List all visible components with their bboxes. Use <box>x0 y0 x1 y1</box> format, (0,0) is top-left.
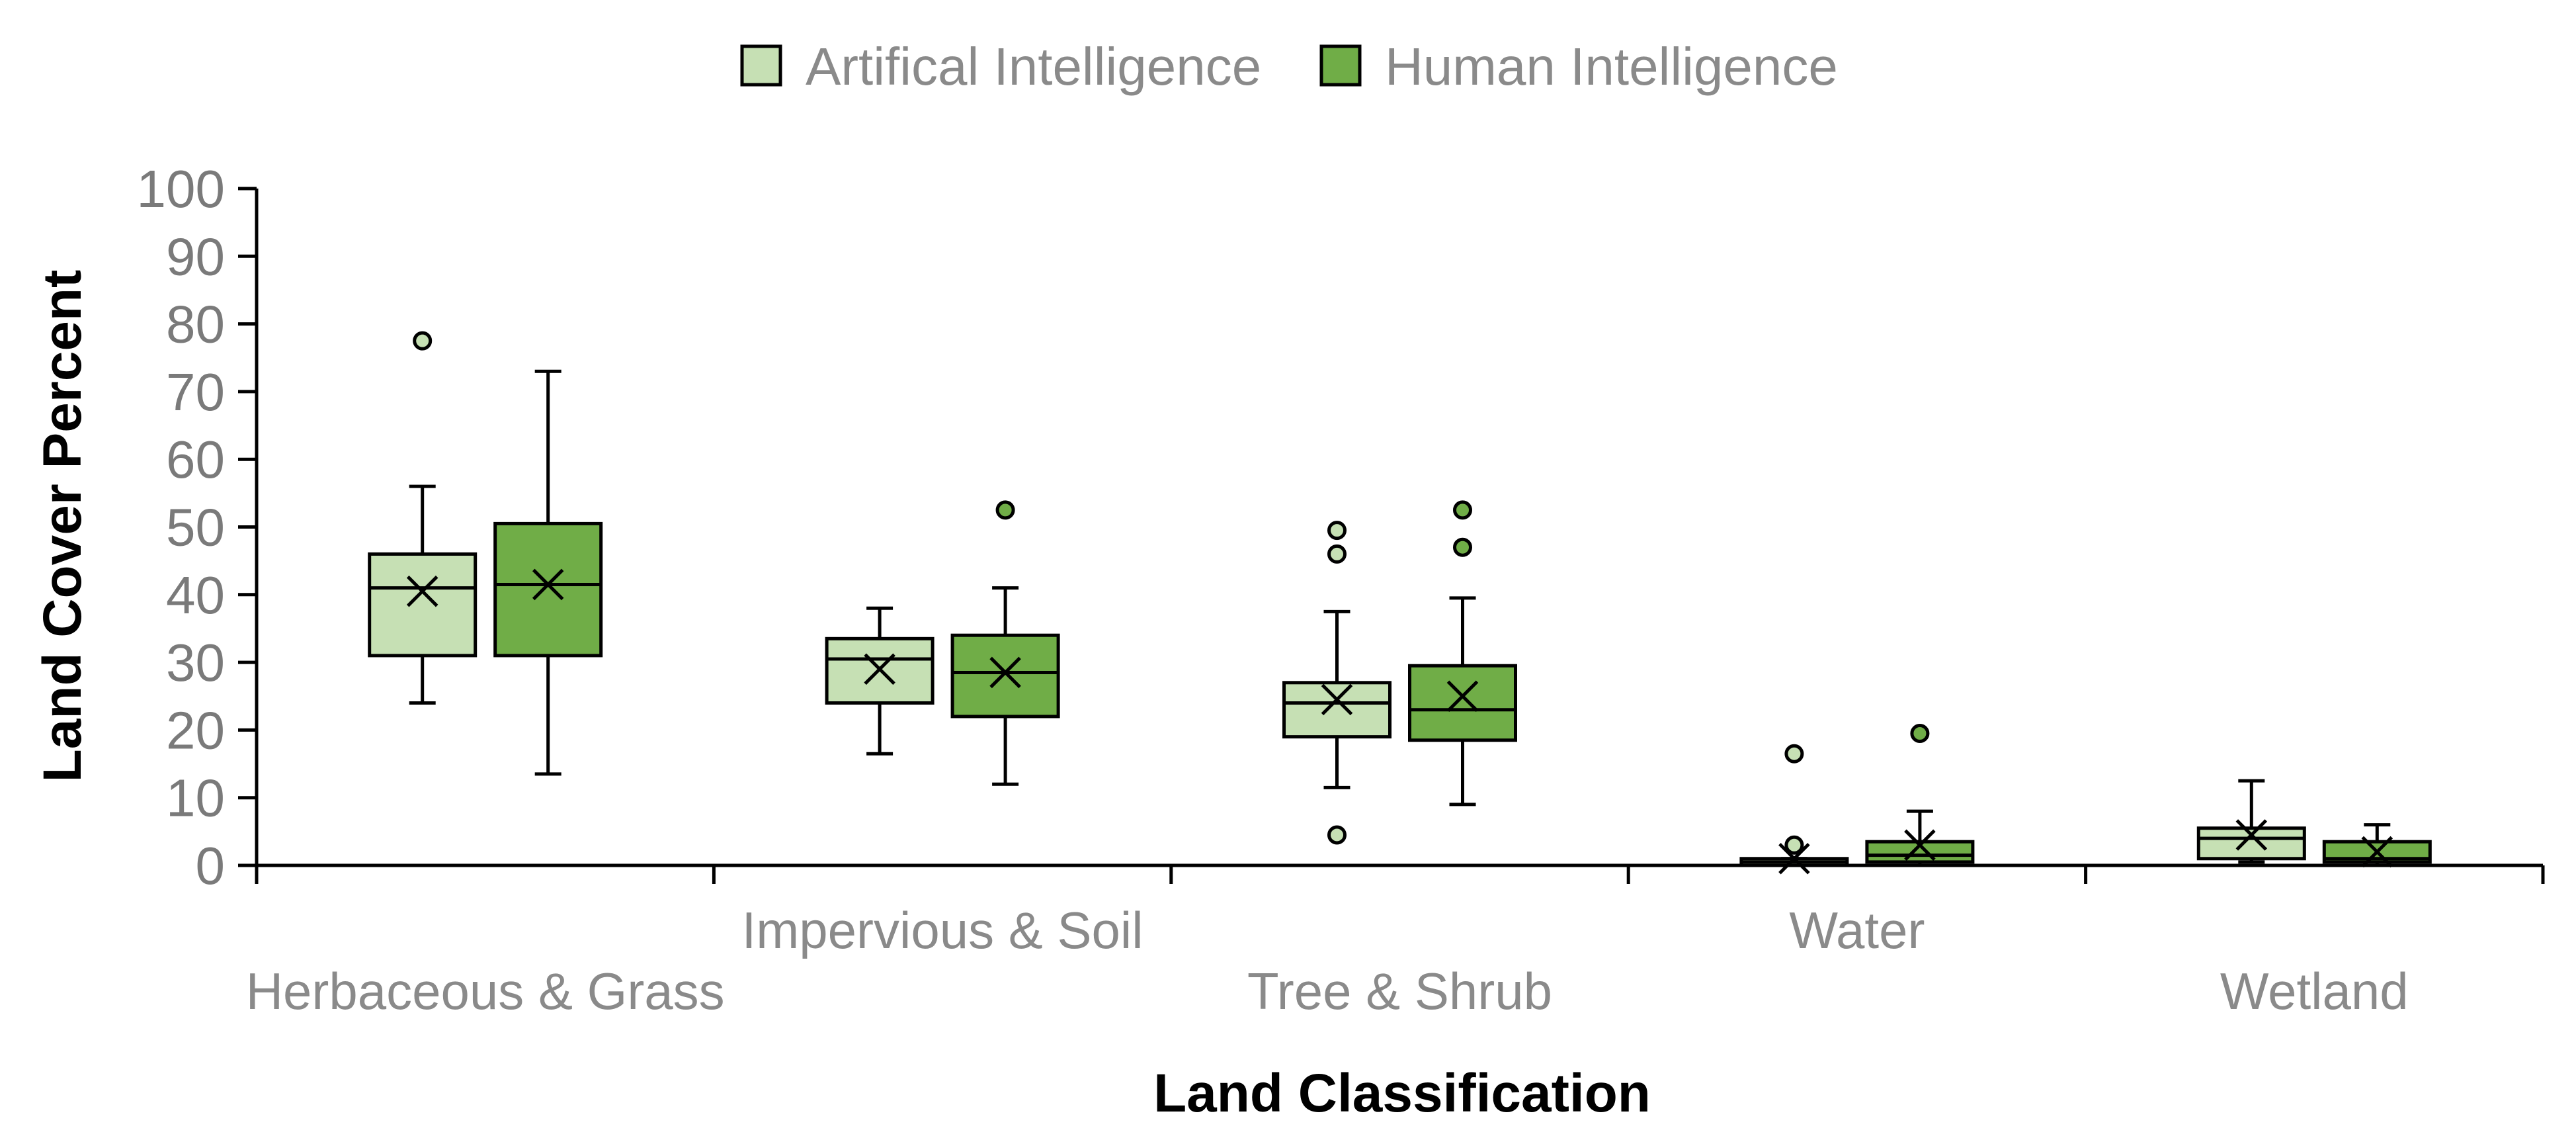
outlier-point <box>1784 744 1804 764</box>
legend-label-human: Human Intelligence <box>1385 37 1838 96</box>
y-tick-label: 90 <box>166 227 225 286</box>
y-tick-label: 0 <box>196 836 226 895</box>
x-axis-title: Land Classification <box>1153 1063 1651 1123</box>
iqr-box <box>493 521 603 658</box>
outlier-point <box>995 500 1015 520</box>
legend: Artifical Intelligence Human Intelligenc… <box>740 37 1838 96</box>
y-tick-label: 40 <box>166 566 225 625</box>
mean-marker <box>532 568 564 601</box>
mean-marker <box>2361 836 2393 868</box>
iqr-box <box>1408 664 1517 742</box>
legend-label-ai: Artifical Intelligence <box>806 37 1261 96</box>
y-tick-label: 30 <box>166 633 225 692</box>
box-ai-2 <box>1282 521 1392 845</box>
iqr-box <box>950 633 1060 719</box>
y-tick-label: 50 <box>166 498 225 557</box>
iqr-box <box>1282 681 1392 739</box>
outlier-point <box>1784 835 1804 855</box>
box-human-2 <box>1408 500 1517 807</box>
y-tick-label: 70 <box>166 363 225 421</box>
iqr-box <box>368 552 478 658</box>
category-label: Impervious & Soil <box>742 901 1143 959</box>
outlier-point <box>1327 544 1347 564</box>
category-label: Water <box>1789 901 1925 959</box>
category-label: Herbaceous & Grass <box>246 962 725 1020</box>
box-ai-3 <box>1739 744 1849 875</box>
outlier-point <box>1327 521 1347 541</box>
mean-marker <box>406 575 438 607</box>
y-tick-label: 100 <box>137 159 225 218</box>
y-tick-label: 10 <box>166 769 225 828</box>
outlier-point <box>1453 537 1472 557</box>
box-ai-1 <box>825 606 935 756</box>
outlier-point <box>1327 825 1347 845</box>
y-tick-label: 60 <box>166 430 225 489</box>
mean-marker <box>1446 680 1479 713</box>
box-ai-0 <box>368 331 478 705</box>
box-human-1 <box>950 500 1060 786</box>
box-ai-4 <box>2196 779 2306 864</box>
mean-marker <box>1321 683 1353 716</box>
outlier-point <box>1910 724 1930 744</box>
mean-marker <box>864 653 895 685</box>
legend-swatch-human <box>1319 44 1362 87</box>
y-axis-ticks: 0 10 20 30 40 50 60 70 80 90 100 <box>137 159 257 895</box>
legend-swatch-ai <box>740 44 782 87</box>
outlier-point <box>1453 500 1472 520</box>
y-tick-label: 80 <box>166 295 225 354</box>
mean-marker <box>2235 819 2268 851</box>
mean-marker <box>989 656 1021 689</box>
box-human-0 <box>493 369 603 776</box>
mean-marker <box>1904 829 1936 861</box>
category-label: Wetland <box>2220 962 2409 1020</box>
box-series <box>368 331 2432 875</box>
mean-marker <box>1778 843 1810 875</box>
box-human-4 <box>2322 823 2432 868</box>
y-tick-label: 20 <box>166 701 225 760</box>
outlier-point <box>413 331 433 351</box>
y-axis-title: Land Cover Percent <box>32 270 93 783</box>
axes <box>255 189 2545 884</box>
box-human-3 <box>1865 724 1975 867</box>
category-label: Tree & Shrub <box>1247 962 1552 1020</box>
iqr-box <box>1865 840 1975 864</box>
category-labels: Herbaceous & Grass Impervious & Soil Tree … <box>246 901 2409 1020</box>
